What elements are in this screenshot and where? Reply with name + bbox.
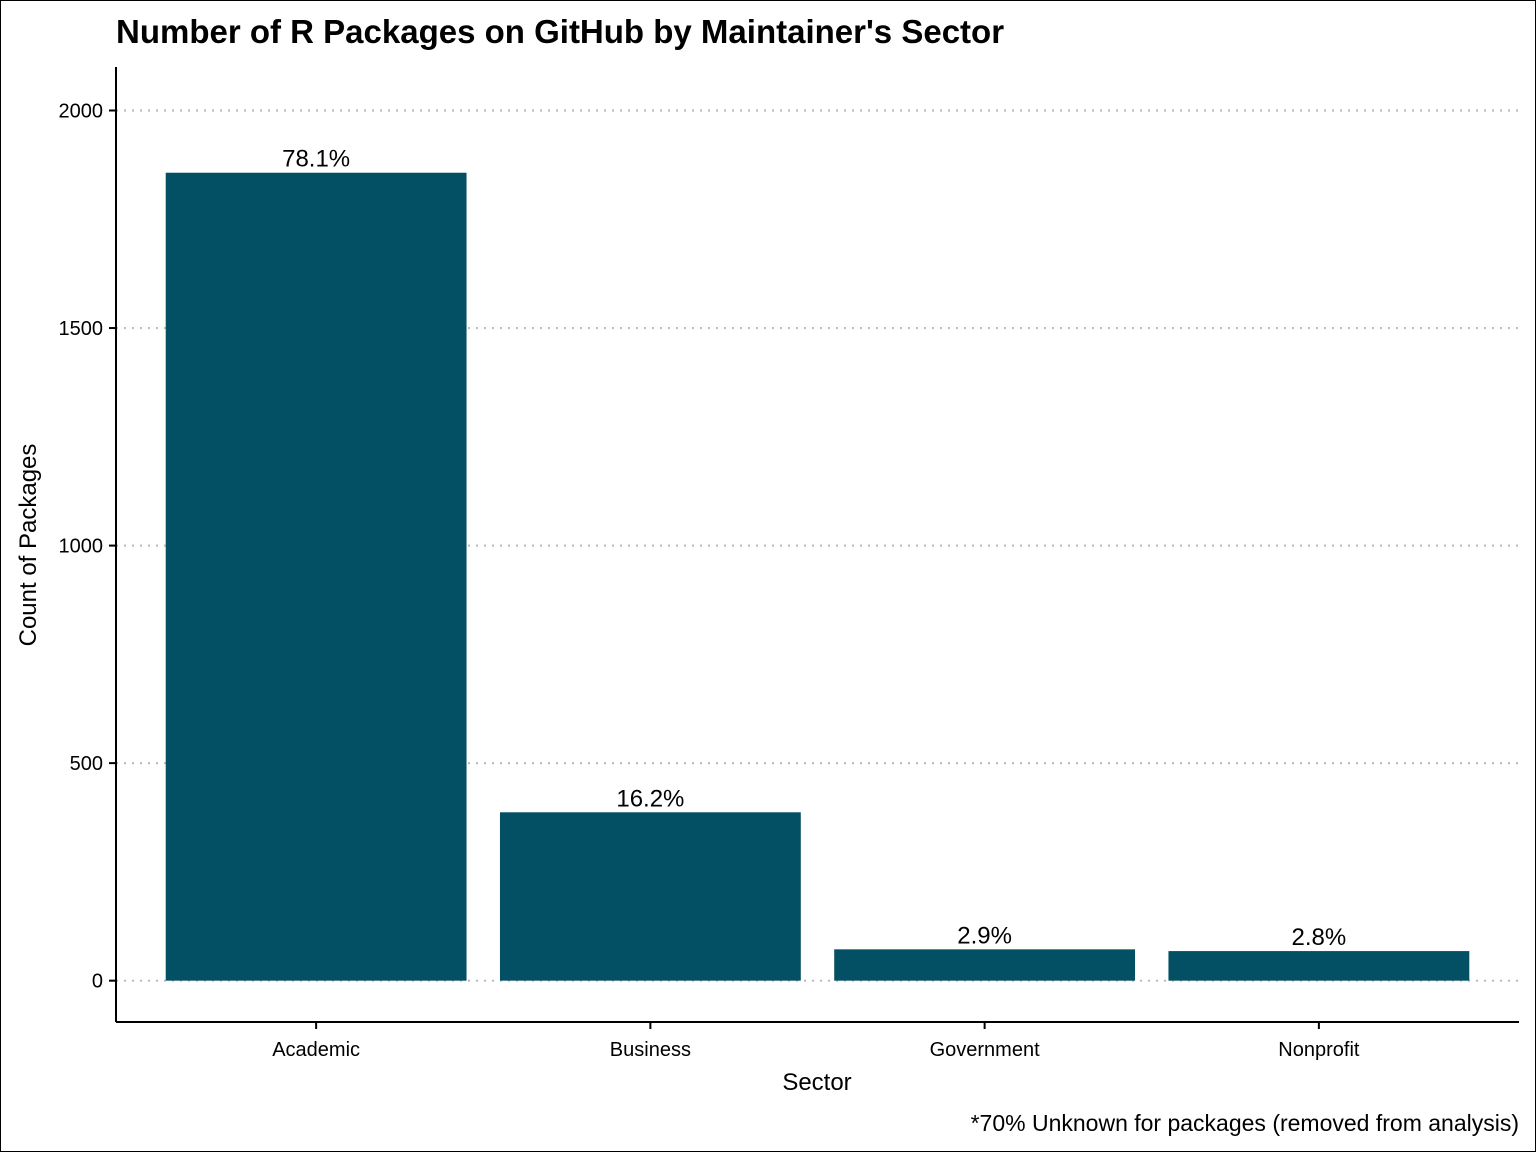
y-tick-label-1000: 1000 bbox=[59, 536, 104, 558]
bar-label-academic: 78.1% bbox=[282, 146, 350, 173]
y-tick-label-0: 0 bbox=[92, 971, 103, 993]
y-axis-title: Count of Packages bbox=[15, 444, 42, 647]
chart-title: Number of R Packages on GitHub by Mainta… bbox=[116, 13, 1004, 50]
bar-label-government: 2.9% bbox=[957, 922, 1012, 949]
bar-academic bbox=[165, 172, 467, 981]
y-tick-label-2000: 2000 bbox=[59, 101, 104, 123]
bar-government bbox=[834, 949, 1136, 981]
axis-layer: 0 500 1000 1500 2000 Academic Business Governme… bbox=[59, 67, 1519, 1061]
x-tick-label-government: Government bbox=[930, 1039, 1040, 1061]
bar-label-nonprofit: 2.8% bbox=[1292, 924, 1347, 951]
bar-layer: 78.1% 16.2% 2.9% 2.8% bbox=[165, 146, 1470, 981]
x-tick-label-nonprofit: Nonprofit bbox=[1278, 1039, 1360, 1061]
x-tick-label-academic: Academic bbox=[272, 1039, 360, 1061]
x-tick-label-business: Business bbox=[610, 1039, 691, 1061]
chart-caption: *70% Unknown for packages (removed from … bbox=[971, 1110, 1519, 1136]
bar-label-business: 16.2% bbox=[616, 785, 684, 812]
x-axis-title: Sector bbox=[782, 1069, 851, 1096]
y-tick-label-500: 500 bbox=[70, 753, 103, 775]
y-tick-label-1500: 1500 bbox=[59, 318, 104, 340]
bar-nonprofit bbox=[1168, 951, 1470, 981]
bar-business bbox=[499, 812, 801, 981]
